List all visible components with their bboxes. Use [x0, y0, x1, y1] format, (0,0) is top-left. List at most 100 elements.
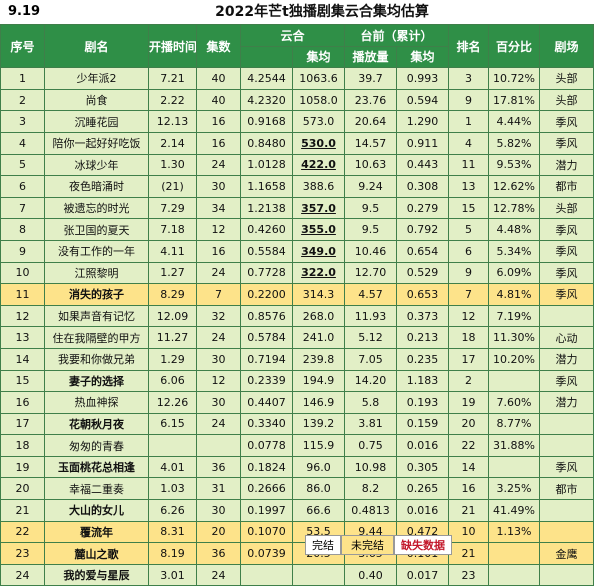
cell-play-volume: 10.63: [344, 153, 398, 177]
cell-yunhe-total: 0.2200: [240, 283, 293, 306]
cell-rank: 9: [448, 261, 490, 285]
cell-episodes: 30: [196, 499, 241, 522]
cell-play-volume: 9.24: [344, 175, 398, 198]
cell-rank: 11: [448, 153, 490, 177]
table-row: 1 少年派2 7.21 40 4.2544 1063.6 39.7 0.993 3 10.72% 头…: [0, 67, 595, 90]
cell-percent: 11.30%: [488, 326, 541, 349]
cell-theater: 季风: [539, 261, 595, 285]
cell-name: 冰球少年: [44, 153, 149, 177]
cell-rank: 15: [448, 196, 490, 220]
cell-play-volume: 0.75: [344, 434, 398, 457]
table-row: 22 覆流年 8.31 20 0.1070 53.5 9.44 0.472 10 1.13%: [0, 520, 595, 544]
cell-play-volume: 5.8: [344, 391, 398, 414]
cell-percent: 4.44%: [488, 110, 541, 133]
cell-seq: 20: [0, 477, 45, 501]
cell-yunhe-avg: 146.9: [291, 391, 346, 414]
cell-rank: 17: [448, 347, 490, 371]
legend-finished: 完结: [305, 535, 341, 555]
cell-yunhe-avg: 314.3: [291, 283, 346, 306]
date-label: 9.19: [8, 4, 41, 19]
cell-yunhe-avg: 268.0: [291, 304, 346, 328]
cell-percent: 9.53%: [488, 153, 541, 177]
header-yunhe-total: [240, 45, 293, 69]
cell-taiqian-avg: 0.016: [396, 499, 450, 522]
cell-play-volume: 12.70: [344, 261, 398, 285]
cell-seq: 6: [0, 175, 45, 198]
cell-yunhe-avg: 322.0: [291, 261, 346, 285]
cell-yunhe-total: 0.0739: [240, 542, 293, 565]
cell-start-time: 11.27: [148, 326, 197, 349]
cell-episodes: 16: [196, 239, 241, 263]
cell-start-time: 8.19: [148, 542, 197, 565]
cell-yunhe-avg: 349.0: [291, 239, 346, 263]
legend-unfinished: 未完结: [341, 535, 394, 555]
cell-taiqian-avg: 0.594: [396, 88, 450, 112]
table-row: 21 大山的女儿 6.26 30 0.1997 66.6 0.4813 0.016 21 41.4…: [0, 499, 595, 522]
cell-name: 玉面桃花总相逢: [44, 455, 149, 479]
cell-percent: 17.81%: [488, 88, 541, 112]
cell-start-time: 3.01: [148, 563, 197, 586]
cell-theater: [539, 499, 595, 522]
ratings-table: 序号 剧名 开播时间 集数 云合 台前（累计） 排名 百分比 剧场 集均 播放量…: [0, 23, 595, 586]
cell-name: 沉睡花园: [44, 110, 149, 133]
cell-name: 匆匆的青春: [44, 434, 149, 457]
cell-yunhe-total: 0.3340: [240, 412, 293, 436]
cell-rank: 6: [448, 239, 490, 263]
cell-yunhe-total: 0.4407: [240, 391, 293, 414]
cell-play-volume: 10.46: [344, 239, 398, 263]
cell-rank: 5: [448, 218, 490, 241]
table-title: 2022年芒t独播剧集云合集均估算: [215, 4, 429, 20]
cell-seq: 23: [0, 542, 45, 565]
cell-play-volume: 8.2: [344, 477, 398, 501]
cell-yunhe-avg: 357.0: [291, 196, 346, 220]
cell-name: 少年派2: [44, 67, 149, 90]
cell-start-time: 7.29: [148, 196, 197, 220]
cell-start-time: 4.11: [148, 239, 197, 263]
cell-episodes: 36: [196, 542, 241, 565]
cell-name: 大山的女儿: [44, 499, 149, 522]
cell-yunhe-total: 0.1997: [240, 499, 293, 522]
cell-seq: 19: [0, 455, 45, 479]
cell-percent: 1.13%: [488, 520, 541, 544]
cell-yunhe-total: 4.2320: [240, 88, 293, 112]
cell-taiqian-avg: 0.373: [396, 304, 450, 328]
cell-percent: [488, 369, 541, 393]
cell-seq: 16: [0, 391, 45, 414]
cell-yunhe-avg: 1063.6: [291, 67, 346, 90]
cell-episodes: 16: [196, 131, 241, 155]
cell-name: 我的爱与星辰: [44, 563, 149, 586]
cell-play-volume: 20.64: [344, 110, 398, 133]
cell-rank: 14: [448, 455, 490, 479]
cell-rank: 23: [448, 563, 490, 586]
table-row: 3 沉睡花园 12.13 16 0.9168 573.0 20.64 1.290 1 4.44% 季…: [0, 110, 595, 133]
cell-episodes: 40: [196, 88, 241, 112]
cell-episodes: 7: [196, 283, 241, 306]
cell-percent: 5.34%: [488, 239, 541, 263]
cell-yunhe-total: 0.2339: [240, 369, 293, 393]
cell-name: 消失的孩子: [44, 283, 149, 306]
cell-yunhe-avg: 86.0: [291, 477, 346, 501]
cell-yunhe-avg: 66.6: [291, 499, 346, 522]
cell-taiqian-avg: 0.653: [396, 283, 450, 306]
cell-taiqian-avg: 0.654: [396, 239, 450, 263]
cell-rank: 19: [448, 391, 490, 414]
cell-yunhe-total: 0.8480: [240, 131, 293, 155]
cell-taiqian-avg: 0.305: [396, 455, 450, 479]
cell-theater: 头部: [539, 67, 595, 90]
cell-yunhe-avg: 573.0: [291, 110, 346, 133]
cell-taiqian-avg: 0.443: [396, 153, 450, 177]
cell-play-volume: 7.05: [344, 347, 398, 371]
cell-yunhe-total: 0.7194: [240, 347, 293, 371]
cell-play-volume: 4.57: [344, 283, 398, 306]
table-screenshot: 9.19 2022年芒t独播剧集云合集均估算 序号 剧名 开播时间 集数 云合 …: [0, 4, 595, 586]
cell-yunhe-total: 0.4260: [240, 218, 293, 241]
cell-seq: 4: [0, 131, 45, 155]
cell-start-time: 1.03: [148, 477, 197, 501]
cell-play-volume: 5.12: [344, 326, 398, 349]
cell-episodes: 24: [196, 326, 241, 349]
cell-percent: 7.60%: [488, 391, 541, 414]
cell-episodes: 36: [196, 455, 241, 479]
cell-play-volume: 0.4813: [344, 499, 398, 522]
cell-name: 张卫国的夏天: [44, 218, 149, 241]
